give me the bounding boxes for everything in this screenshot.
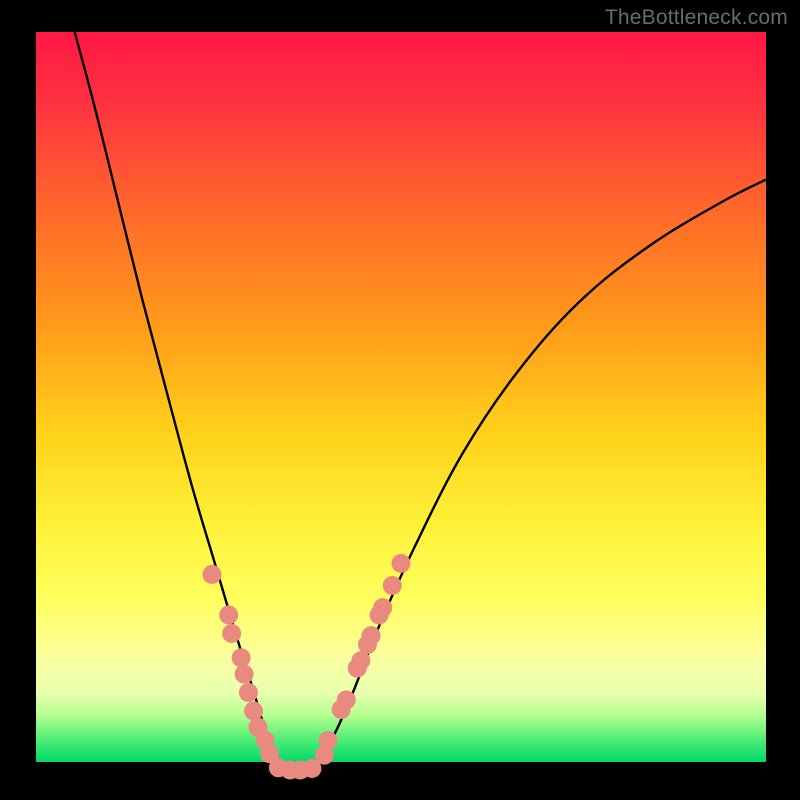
curve-right-branch	[317, 180, 766, 767]
data-marker	[222, 624, 241, 643]
data-marker	[219, 606, 238, 625]
data-marker	[235, 665, 254, 684]
data-marker	[202, 565, 221, 584]
data-marker	[337, 690, 356, 709]
data-marker	[383, 576, 402, 595]
data-marker	[244, 701, 263, 720]
data-marker	[392, 554, 411, 573]
data-marker	[239, 683, 258, 702]
data-marker	[319, 731, 338, 750]
data-marker	[362, 626, 381, 645]
curve-layer	[36, 32, 766, 770]
chart-stage: TheBottleneck.com	[0, 0, 800, 800]
data-marker	[232, 648, 251, 667]
marker-group	[202, 554, 410, 780]
watermark-text: TheBottleneck.com	[605, 6, 788, 30]
plot-area	[36, 32, 766, 770]
data-marker	[373, 598, 392, 617]
data-marker	[351, 651, 370, 670]
